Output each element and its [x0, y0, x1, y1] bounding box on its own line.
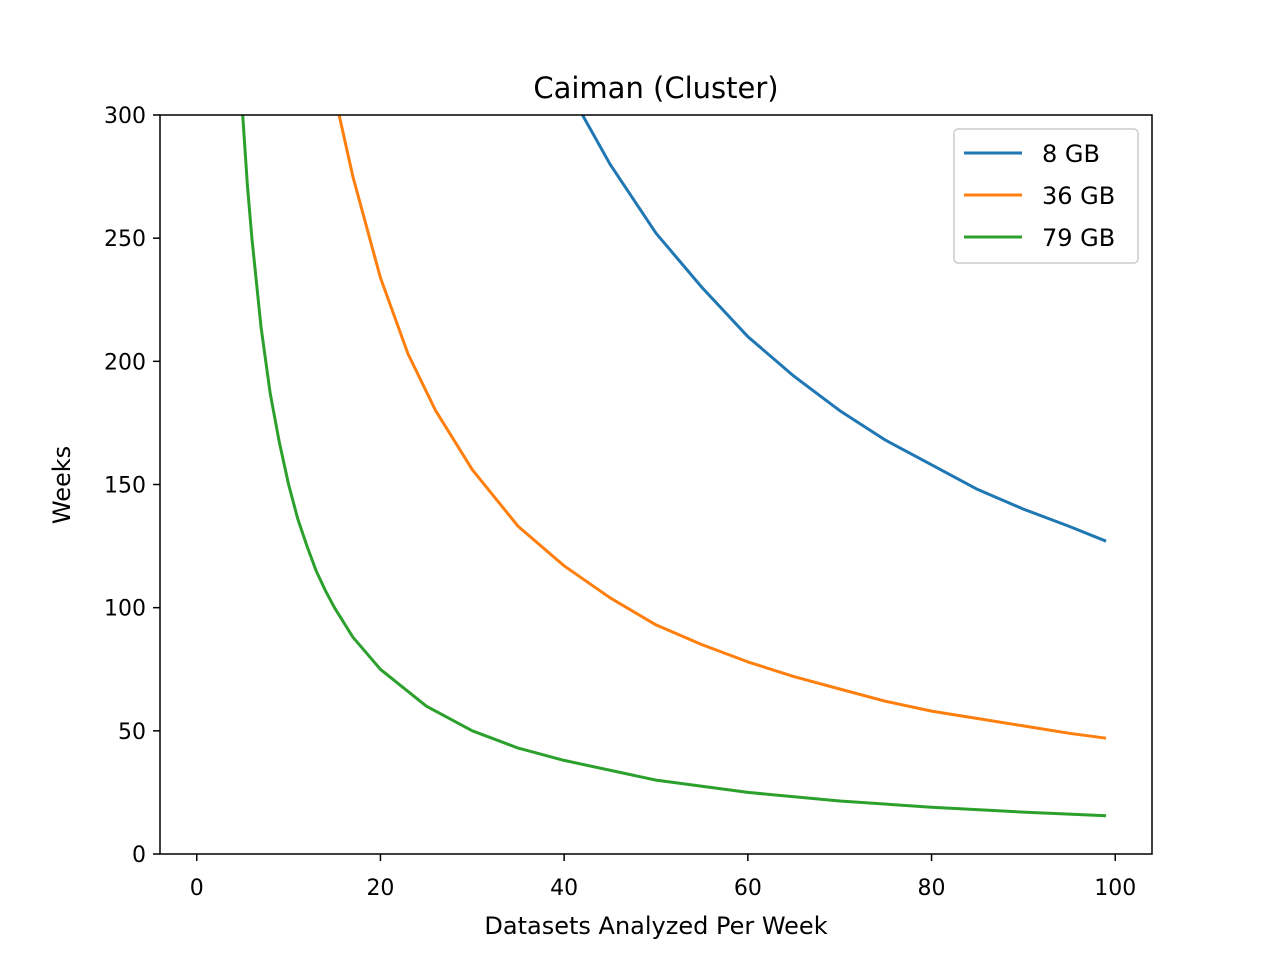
- y-tick-label-1: 50: [118, 720, 146, 745]
- legend-label-0: 8 GB: [1042, 140, 1100, 168]
- x-tick-label-4: 80: [918, 876, 946, 901]
- x-axis-label: Datasets Analyzed Per Week: [484, 912, 827, 940]
- series-line-0: [581, 115, 1107, 543]
- y-tick-label-5: 250: [104, 227, 146, 252]
- legend-box: [953, 128, 1139, 264]
- y-tick-label-2: 100: [104, 597, 146, 622]
- series-line-1: [337, 115, 1107, 740]
- y-axis-label: Weeks: [48, 446, 76, 524]
- y-tick-label-3: 150: [104, 474, 146, 499]
- legend: 8 GB 36 GB 79 GB: [953, 128, 1139, 264]
- axes-layer: 0 20 40 60 80 100 0 50 100 150 200 250 300: [104, 104, 1153, 901]
- y-tick-label-4: 200: [104, 350, 146, 375]
- x-tick-label-0: 0: [190, 876, 204, 901]
- series-line-2: [241, 115, 1107, 818]
- series-layer: [241, 115, 1107, 818]
- y-tick-label-6: 300: [104, 104, 146, 129]
- x-tick-label-5: 100: [1094, 876, 1136, 901]
- x-tick-label-2: 40: [550, 876, 578, 901]
- x-tick-label-1: 20: [366, 876, 394, 901]
- legend-label-2: 79 GB: [1042, 224, 1115, 252]
- x-tick-label-3: 60: [734, 876, 762, 901]
- y-tick-label-0: 0: [132, 843, 146, 868]
- chart-title: Caiman (Cluster): [533, 71, 778, 105]
- legend-label-1: 36 GB: [1042, 182, 1115, 210]
